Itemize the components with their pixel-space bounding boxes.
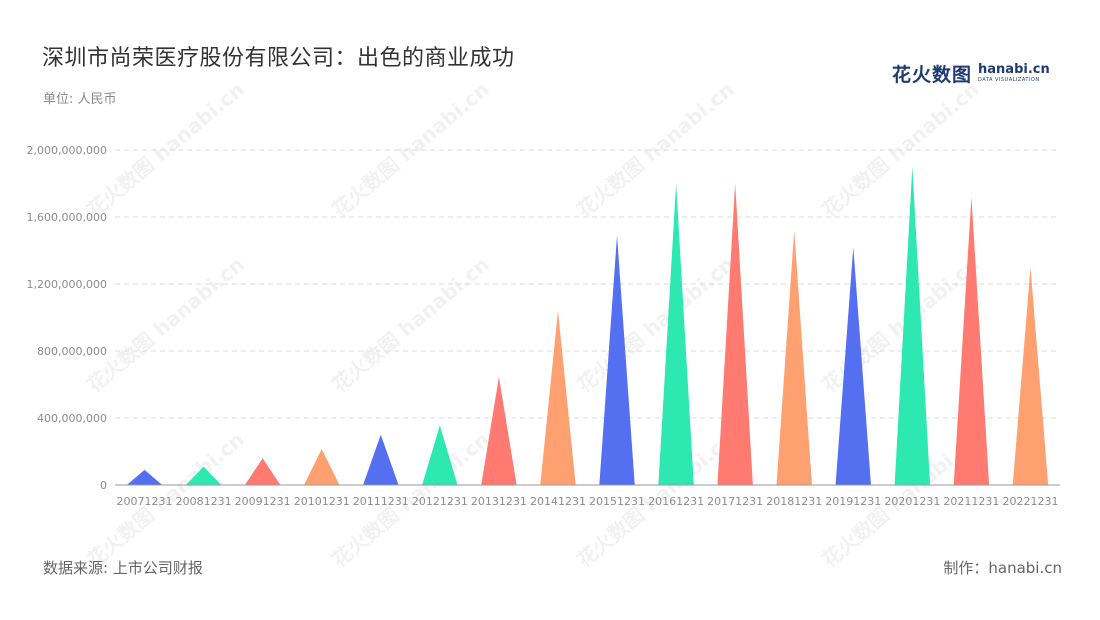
bar-series: [126, 166, 1049, 486]
x-tick-label: 20151231: [589, 495, 645, 508]
y-tick-label: 2,000,000,000: [27, 144, 107, 157]
x-tick-label: 20091231: [235, 495, 291, 508]
data-source: 数据来源: 上市公司财报: [43, 559, 203, 577]
y-tick-label: 0: [100, 479, 107, 492]
watermark-text: 花火数图 hanabi.cn: [327, 252, 494, 397]
y-tick-label: 1,200,000,000: [27, 278, 107, 291]
bar-20161231[interactable]: [658, 183, 694, 486]
x-tick-label: 20101231: [294, 495, 350, 508]
bar-20121231[interactable]: [422, 425, 458, 485]
logo-tagline: DATA VISUALIZATION: [978, 77, 1040, 83]
bar-20151231[interactable]: [599, 235, 635, 485]
x-tick-label: 20071231: [117, 495, 173, 508]
x-tick-label: 20191231: [825, 495, 881, 508]
bar-20171231[interactable]: [717, 183, 753, 486]
x-tick-label: 20211231: [943, 495, 999, 508]
watermark-text: 花火数图 hanabi.cn: [82, 252, 249, 397]
y-axis: 0 400,000,000 800,000,000 1,200,000,000 1,60…: [27, 144, 107, 492]
logo-text-en: hanabi.cn DATA VISUALIZATION: [978, 63, 1050, 83]
x-tick-label: 20161231: [648, 495, 704, 508]
x-tick-label: 20171231: [707, 495, 763, 508]
unit-label: 单位: 人民币: [43, 92, 117, 107]
credit-text: 制作：hanabi.cn: [943, 559, 1062, 577]
bar-20201231[interactable]: [894, 166, 931, 485]
x-tick-label: 20081231: [176, 495, 232, 508]
x-tick-label: 20141231: [530, 495, 586, 508]
watermark-text: 花火数图 hanabi.cn: [572, 252, 739, 397]
bar-20081231[interactable]: [185, 466, 222, 485]
bar-20191231[interactable]: [835, 247, 871, 485]
y-tick-label: 400,000,000: [37, 412, 107, 425]
watermark-text: 花火数图 hanabi.cn: [817, 252, 984, 397]
y-tick-label: 1,600,000,000: [27, 211, 107, 224]
y-tick-label: 800,000,000: [37, 345, 107, 358]
bar-20141231[interactable]: [540, 310, 576, 485]
bar-20111231[interactable]: [363, 434, 399, 485]
chart-title: 深圳市尚荣医疗股份有限公司：出色的商业成功: [42, 46, 515, 71]
x-tick-label: 20111231: [353, 495, 409, 508]
x-axis: 20071231 20081231 20091231 20101231 20111231…: [115, 484, 1060, 508]
brand-logo: 花火数图 hanabi.cn DATA VISUALIZATION: [892, 60, 1050, 86]
bar-20131231[interactable]: [481, 376, 517, 485]
x-tick-label: 20131231: [471, 495, 527, 508]
logo-domain: hanabi.cn: [978, 62, 1050, 77]
bar-20211231[interactable]: [953, 196, 990, 485]
x-tick-label: 20121231: [412, 495, 468, 508]
bar-20221231[interactable]: [1012, 267, 1049, 485]
x-tick-label: 20221231: [1002, 495, 1058, 508]
bar-20181231[interactable]: [776, 230, 812, 485]
bar-20091231[interactable]: [244, 458, 281, 485]
logo-text-cn: 花火数图: [892, 63, 973, 86]
bar-20101231[interactable]: [304, 448, 340, 485]
bar-20071231[interactable]: [126, 469, 163, 485]
x-tick-label: 20201231: [884, 495, 940, 508]
x-tick-label: 20181231: [766, 495, 822, 508]
